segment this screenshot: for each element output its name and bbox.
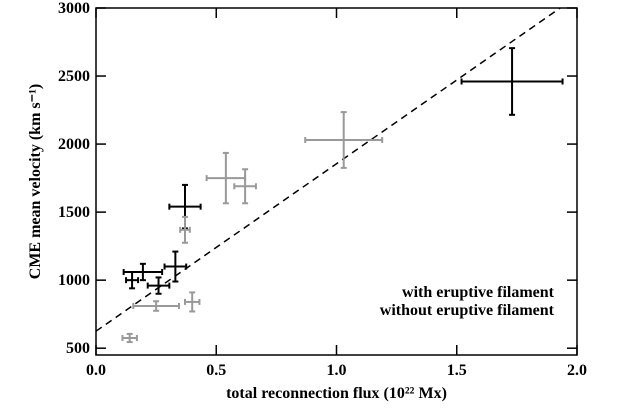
error-point [146, 276, 171, 295]
y-tick-label: 1000 [58, 272, 90, 289]
x-axis-label: total reconnection flux (10²² Mx) [226, 385, 447, 402]
error-point [179, 215, 191, 244]
error-point [121, 332, 138, 344]
error-point [460, 47, 564, 116]
y-tick-label: 2500 [58, 68, 90, 85]
error-point [205, 151, 247, 205]
error-point [304, 111, 384, 169]
y-axis-label: CME mean velocity (km s⁻¹) [27, 84, 44, 279]
fit-line [95, 7, 561, 332]
error-point [233, 168, 257, 205]
y-tick-label: 1500 [58, 204, 90, 221]
x-tick-label: 0.5 [206, 362, 226, 379]
legend-entry: without eruptive filament [380, 302, 555, 319]
error-point [122, 262, 164, 282]
x-tick-label: 0.0 [86, 362, 106, 379]
y-tick-label: 3000 [58, 0, 90, 17]
x-tick-label: 2.0 [567, 362, 587, 379]
x-tick-label: 1.0 [327, 362, 347, 379]
error-point [132, 300, 180, 312]
x-tick-label: 1.5 [447, 362, 467, 379]
legend-entry: with eruptive filament [402, 284, 555, 301]
error-point [163, 250, 188, 283]
error-point [125, 270, 140, 290]
y-tick-label: 500 [66, 340, 90, 357]
error-point [183, 291, 201, 313]
y-tick-label: 2000 [58, 136, 90, 153]
